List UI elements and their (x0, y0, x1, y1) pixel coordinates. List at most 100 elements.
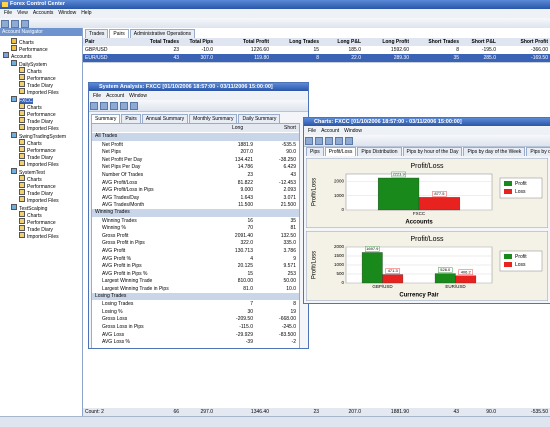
tab[interactable]: Administrative Operations (129, 29, 196, 38)
tool-icon[interactable] (335, 137, 343, 145)
tool-icon[interactable] (11, 20, 19, 28)
tree-item[interactable]: Performance (19, 218, 56, 227)
y-axis-label: Profit/Loss (312, 178, 318, 206)
tab[interactable]: Pips (306, 147, 324, 156)
tree-item[interactable]: Charts (11, 38, 34, 47)
tree-item[interactable]: Performance (11, 45, 48, 54)
tree-item[interactable]: SwingTradingSystem (11, 131, 66, 141)
menu-item[interactable]: File (308, 128, 317, 134)
value-label: 526.0 (440, 267, 451, 272)
short-value: -245.0 (281, 324, 296, 330)
tool-icon[interactable] (1, 20, 9, 28)
tab[interactable]: Pips Distribution (357, 147, 402, 156)
tree-item[interactable]: DailySystem (11, 59, 47, 69)
tab[interactable]: Pips by day of the Week (463, 147, 526, 156)
tree-item[interactable]: Performance (19, 110, 56, 119)
value-label-box (438, 267, 453, 273)
tree-item[interactable]: Imported Files (19, 232, 59, 241)
tree-item[interactable]: SystemTest (11, 167, 45, 177)
tree-item[interactable]: Charts (19, 66, 42, 76)
value-label: 471.3 (388, 268, 399, 273)
tool-icon[interactable] (130, 102, 138, 110)
tab[interactable]: Annual Summary (141, 114, 189, 123)
tree-item[interactable]: Accounts (3, 52, 32, 61)
menu-item[interactable]: Window (129, 93, 147, 99)
tab[interactable]: Pips by hour of the Day (402, 147, 463, 156)
tree-item[interactable]: Performance (19, 74, 56, 83)
menu-item[interactable]: Account (106, 93, 125, 99)
tool-icon[interactable] (90, 102, 98, 110)
tab[interactable]: Trades (85, 29, 109, 38)
tool-icon[interactable] (110, 102, 118, 110)
tree-item[interactable]: Imported Files (19, 88, 59, 97)
tab[interactable]: Profit/Loss (324, 147, 357, 156)
tree-item[interactable]: Trade Diary (19, 81, 53, 90)
tab[interactable]: Summary (91, 114, 121, 123)
tab[interactable]: Pairs (121, 114, 141, 123)
menu-item[interactable]: File (93, 93, 102, 99)
tree-item[interactable]: Charts (19, 174, 42, 184)
legend-swatch (504, 262, 512, 267)
tree-icon (19, 124, 25, 131)
main-tabs: Trades Pairs Administrative Operations (85, 29, 196, 38)
tree-icon (11, 38, 17, 44)
menu-item[interactable]: Account (321, 128, 340, 134)
tool-icon[interactable] (345, 137, 353, 145)
long-value: 1881.9 (237, 141, 253, 148)
section-header: Winning Trades (92, 209, 299, 217)
tree-item[interactable]: Imported Files (19, 160, 59, 169)
tool-icon[interactable] (120, 102, 128, 110)
tree-item[interactable]: Trade Diary (19, 189, 53, 198)
tree-item[interactable]: Charts (19, 210, 42, 220)
legend-label: Profit (515, 181, 527, 187)
legend-swatch (504, 254, 512, 259)
tool-icon[interactable] (305, 137, 313, 145)
tree-item[interactable]: Trade Diary (19, 117, 53, 126)
menu-item[interactable]: Window (58, 10, 77, 16)
tree-item[interactable]: Imported Files (19, 124, 59, 133)
tree-icon (19, 225, 25, 232)
table-cell: Short Profit (520, 39, 549, 45)
tab[interactable]: Daily Summary (238, 114, 281, 123)
tab[interactable]: Monthly Summary (189, 114, 238, 123)
tree-item[interactable]: Charts (19, 102, 42, 112)
tool-icon[interactable] (325, 137, 333, 145)
tab[interactable]: Pairs (109, 29, 129, 38)
tree-item[interactable]: FXCC (11, 95, 33, 105)
tree-label: Performance (27, 148, 56, 154)
long-value: 15 (247, 270, 253, 277)
tree-item[interactable]: Trade Diary (19, 153, 53, 162)
long-value: 14.786 (237, 164, 253, 171)
tree-item[interactable]: Charts (19, 138, 42, 148)
short-value: -535.5 (281, 141, 296, 148)
tool-icon[interactable] (21, 20, 29, 28)
tab[interactable]: Pips by day (526, 147, 550, 156)
menu-item[interactable]: File (4, 10, 13, 16)
tree-item[interactable]: Trade Diary (19, 225, 53, 234)
menu-item[interactable]: Help (81, 10, 92, 16)
table-cell: 23 (313, 409, 319, 415)
long-value: 23 (247, 172, 253, 178)
menu-item[interactable]: Accounts (32, 10, 54, 16)
metric-label: Gross Profit in Pips (102, 240, 145, 247)
table-cell: 289.30 (393, 55, 409, 61)
tool-icon[interactable] (100, 102, 108, 110)
tree-label: Imported Files (27, 162, 59, 169)
chart-title: Profit/Loss (410, 163, 444, 170)
x-tick-label: GBP/USD (372, 284, 393, 289)
navigator-title: Account Navigator (0, 28, 82, 36)
tree-item[interactable]: Imported Files (19, 196, 59, 205)
chart: Profit/Loss Profit/Loss Currency Pair 0 500 1… (306, 231, 548, 301)
app-icon (2, 2, 8, 7)
menu-item[interactable]: Window (344, 128, 362, 134)
tree-item[interactable]: Performance (19, 182, 56, 191)
tree-item[interactable]: TestScalping (11, 203, 47, 213)
short-value: 3.786 (283, 248, 296, 254)
tool-icon[interactable] (315, 137, 323, 145)
tree-item[interactable]: Performance (19, 146, 56, 155)
legend-label: Loss (515, 189, 526, 195)
short-value: 19 (290, 308, 296, 315)
menu-item[interactable]: View (17, 10, 28, 16)
chart-title: Profit/Loss (410, 236, 444, 243)
